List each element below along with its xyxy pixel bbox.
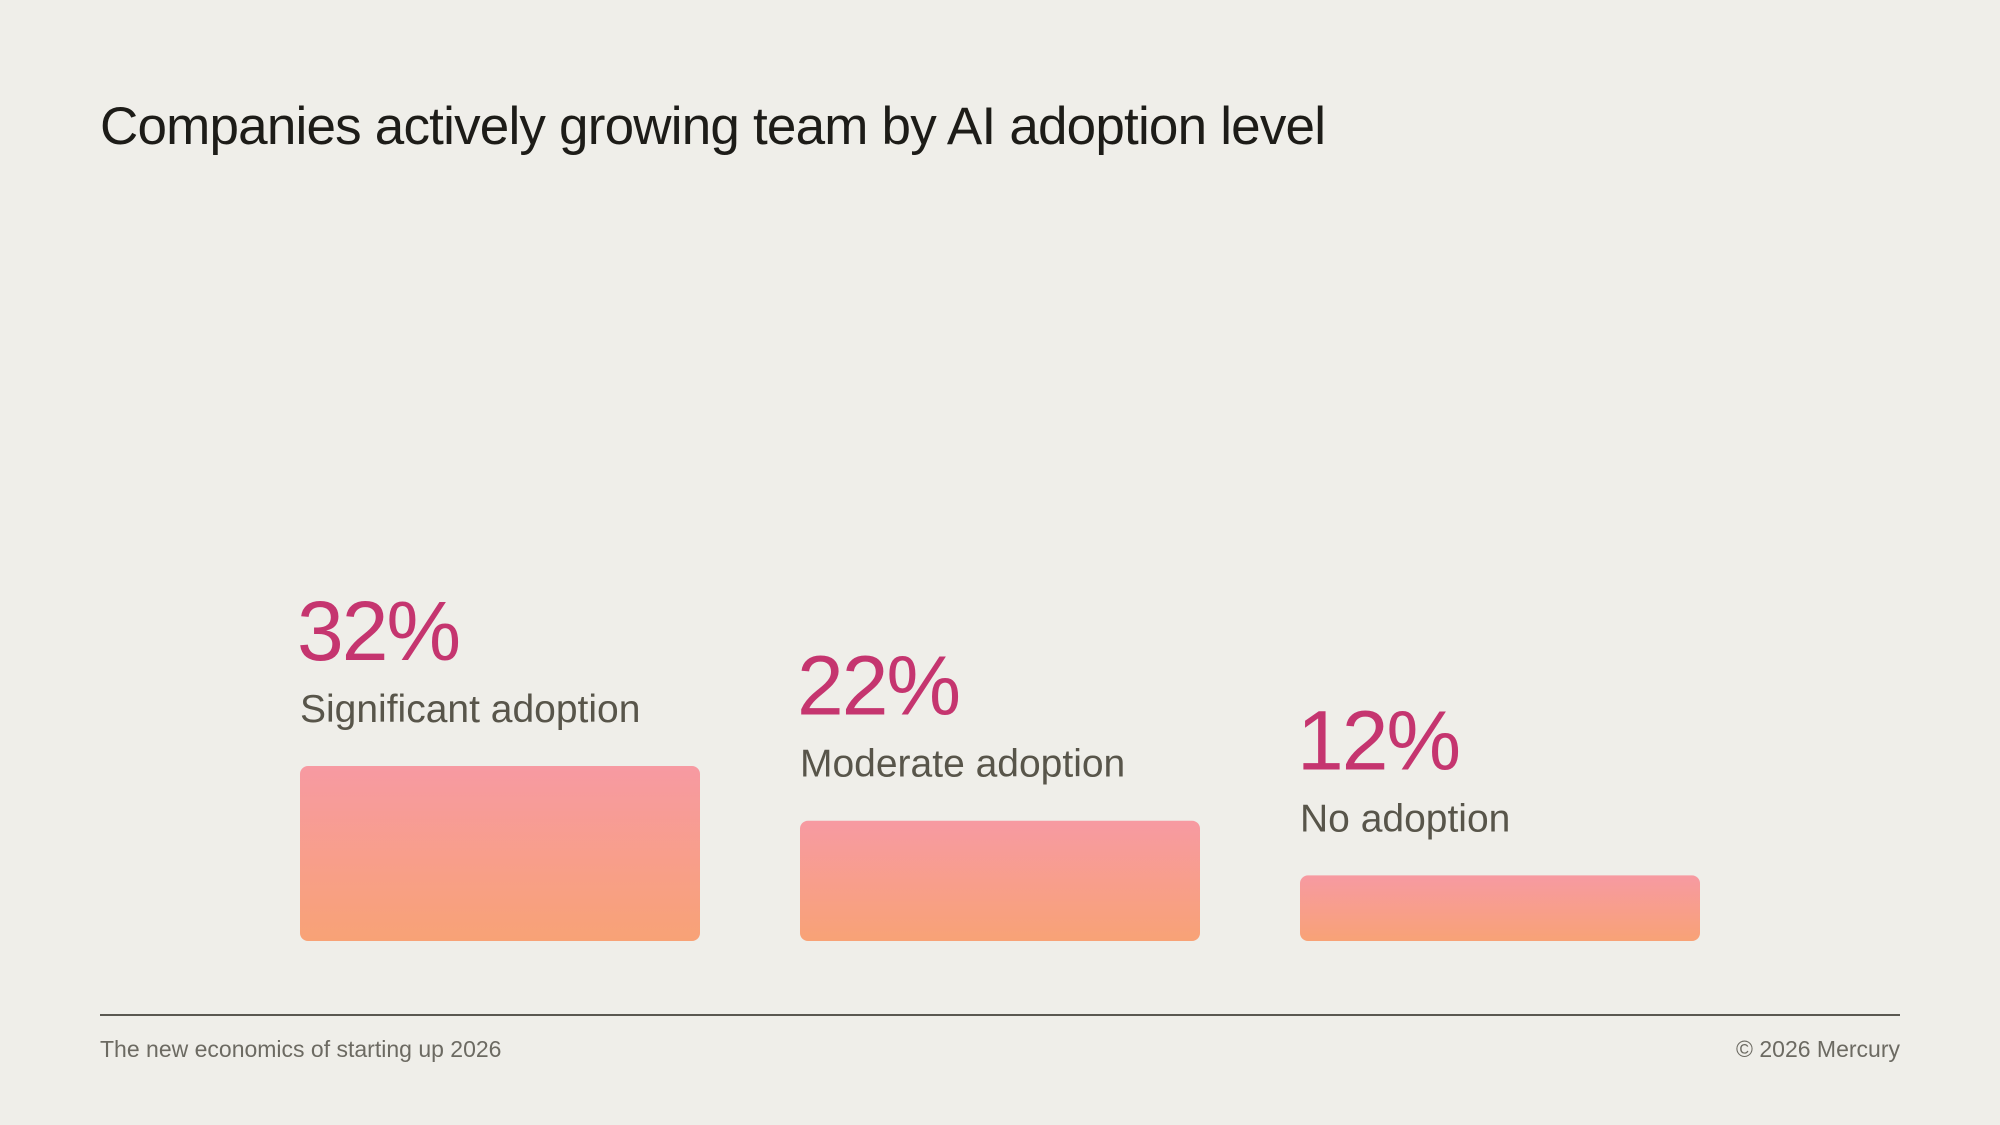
value-label: 32% [297, 584, 459, 678]
footer-copyright: © 2026 Mercury [1736, 1036, 1900, 1062]
bars-group: Significant adoption 32% Moderate adoption… [297, 584, 1700, 941]
value-label: 12% [1297, 693, 1459, 787]
value-label: 22% [797, 639, 959, 733]
chart-title: Companies actively growing team by AI ad… [100, 97, 1326, 156]
bar-no-adoption [1300, 875, 1700, 941]
bar-moderate-adoption [800, 820, 1200, 941]
footer-report-title: The new economics of starting up 2026 [100, 1036, 502, 1062]
footer-divider [100, 1014, 1900, 1016]
category-label: Significant adoption [300, 688, 640, 731]
bar-significant-adoption [300, 766, 700, 941]
category-label: Moderate adoption [800, 743, 1125, 786]
category-label: No adoption [1300, 797, 1510, 840]
